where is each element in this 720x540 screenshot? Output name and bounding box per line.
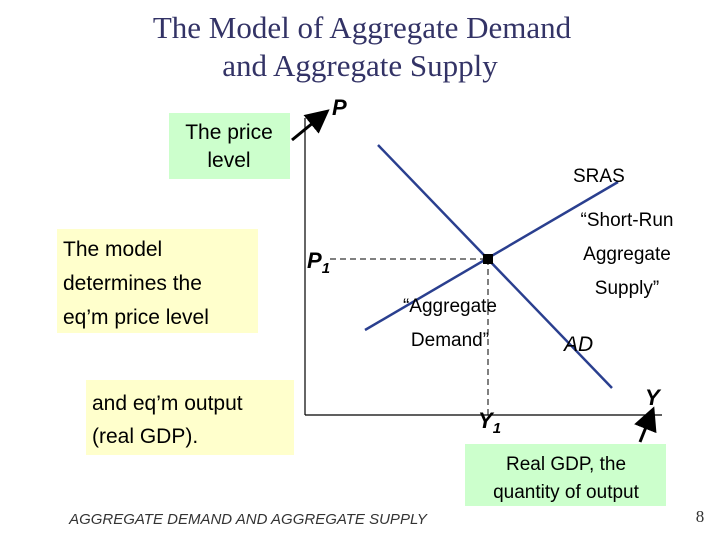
axis-label: P1 [307,248,330,277]
box-text: (real GDP). [92,425,198,448]
curve-label: AD [562,333,593,356]
real-gdp-box [465,444,666,506]
box-text: Real GDP, the [506,454,626,475]
equilibrium-point [483,254,493,264]
box-text: eq’m price level [63,306,209,329]
axis-label: Y1 [478,408,501,437]
main: P [307,248,322,273]
box-text: and eq’m output [92,392,243,415]
curve-note: Aggregate [583,244,671,265]
output-box [86,380,294,455]
box-text: level [207,149,250,172]
box-text: determines the [63,272,202,295]
curve-note: “Aggregate [403,296,497,317]
box-text: The model [63,238,162,261]
title-line: The Model of Aggregate Demand [153,10,572,45]
ad-curve [377,144,613,389]
curve-note: Demand” [411,330,489,351]
curve-note: “Short-Run [581,210,674,231]
curve-label: SRAS [573,166,625,187]
sub: 1 [322,260,330,277]
arrow [634,406,657,443]
curve-note: Supply” [595,278,659,299]
title-line: and Aggregate Supply [222,48,498,83]
price-level-box [169,113,290,179]
model-box [57,229,258,333]
arrow [291,109,330,142]
sub: 1 [493,420,501,437]
box-text: quantity of output [493,482,639,503]
page-number: 8 [696,507,705,526]
footer: AGGREGATE DEMAND AND AGGREGATE SUPPLY [68,511,428,528]
box-text: The price [185,121,273,144]
main: Y [478,408,495,433]
axis-label: Y [645,385,662,410]
axis-label: P [332,95,347,120]
